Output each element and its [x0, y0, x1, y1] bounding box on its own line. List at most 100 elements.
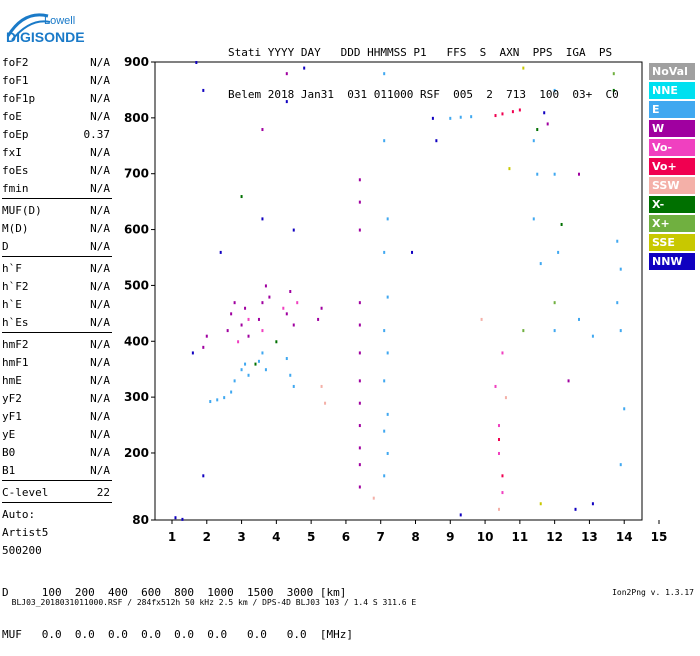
data-point — [386, 351, 389, 355]
param-row: D N/A — [2, 240, 110, 254]
data-point — [358, 424, 361, 428]
legend-item: NNW — [649, 253, 695, 270]
param-row: foE N/A — [2, 110, 110, 124]
param-row: hmF2 N/A — [2, 338, 110, 352]
legend-item: X+ — [649, 215, 695, 232]
data-point — [522, 329, 525, 333]
param-row: foF2 N/A — [2, 56, 110, 70]
data-point — [501, 112, 504, 116]
param-row: B0 N/A — [2, 446, 110, 460]
param-name: M(D) — [2, 222, 29, 235]
param-name: yF1 — [2, 410, 22, 423]
x-tick-label: 13 — [581, 530, 598, 544]
param-name: foEs — [2, 164, 29, 177]
data-point — [254, 362, 257, 366]
param-row: h`F N/A — [2, 262, 110, 276]
data-point — [257, 317, 260, 321]
param-value: N/A — [90, 74, 110, 87]
data-point — [386, 295, 389, 299]
param-row: yF2 N/A — [2, 392, 110, 406]
param-value: N/A — [90, 338, 110, 351]
param-value: 0.37 — [83, 128, 111, 141]
param-name: Auto: — [2, 508, 36, 521]
param-name: h`Es — [2, 316, 29, 329]
param-name: foF1 — [2, 74, 29, 87]
data-point — [261, 301, 264, 305]
data-point — [216, 398, 219, 402]
data-point — [501, 474, 504, 478]
data-point — [536, 128, 539, 132]
legend-item: NNE — [649, 82, 695, 99]
data-point — [358, 351, 361, 355]
version-label: Ion2Png v. 1.3.17 — [612, 588, 694, 597]
x-tick-label: 9 — [446, 530, 454, 544]
data-point — [501, 491, 504, 495]
data-point — [264, 284, 267, 288]
data-point — [497, 507, 500, 511]
param-name: MUF(D) — [2, 204, 42, 217]
data-point — [383, 139, 386, 143]
data-point — [577, 317, 580, 321]
data-point — [411, 250, 414, 254]
param-row: foF1p N/A — [2, 92, 110, 106]
header-labels: Stati YYYY DAY DDD HHMMSS P1 FFS S AXN P… — [228, 46, 613, 59]
param-value: N/A — [90, 298, 110, 311]
data-point — [553, 329, 556, 333]
data-point — [619, 329, 622, 333]
param-separator — [2, 332, 112, 333]
param-name: Artist5 — [2, 526, 49, 539]
data-point — [247, 317, 250, 321]
x-tick-label: 12 — [546, 530, 563, 544]
param-value: N/A — [90, 316, 110, 329]
data-point — [504, 396, 507, 400]
x-tick-label: 8 — [411, 530, 419, 544]
data-point — [567, 379, 570, 383]
data-point — [174, 516, 177, 520]
y-tick-label: 700 — [124, 167, 149, 181]
data-point — [539, 262, 542, 266]
data-point — [574, 507, 577, 511]
legend-item: Vo+ — [649, 158, 695, 175]
x-tick-label: 15 — [651, 530, 668, 544]
data-point — [181, 517, 184, 521]
data-point — [320, 384, 323, 388]
y-tick-label: 400 — [124, 334, 149, 348]
data-point — [244, 306, 247, 310]
plot-frame — [154, 61, 643, 521]
y-tick-label: 900 — [124, 55, 149, 69]
data-point — [202, 345, 205, 349]
param-value: N/A — [90, 280, 110, 293]
y-tick-label: 500 — [124, 278, 149, 292]
param-row: C-level 22 — [2, 486, 110, 500]
legend-item: X- — [649, 196, 695, 213]
param-name: foF2 — [2, 56, 29, 69]
data-point — [358, 446, 361, 450]
data-point — [577, 172, 580, 176]
legend-item: W — [649, 120, 695, 137]
x-tick-label: 11 — [512, 530, 529, 544]
data-point — [285, 312, 288, 316]
data-point — [497, 451, 500, 455]
header-values: Belem 2018 Jan31 031 011000 RSF 005 2 71… — [228, 88, 619, 101]
data-point — [202, 474, 205, 478]
param-separator — [2, 480, 112, 481]
param-row: foF1 N/A — [2, 74, 110, 88]
data-point — [289, 373, 292, 377]
param-value: N/A — [90, 204, 110, 217]
data-point — [202, 88, 205, 92]
param-name: h`F — [2, 262, 22, 275]
data-point — [501, 351, 504, 355]
data-point — [497, 424, 500, 428]
data-point — [320, 306, 323, 310]
header: Stati YYYY DAY DDD HHMMSS P1 FFS S AXN P… — [228, 18, 619, 116]
data-point — [508, 167, 511, 171]
param-row: foEs N/A — [2, 164, 110, 178]
data-point — [449, 116, 452, 120]
data-point — [264, 368, 267, 372]
param-separator — [2, 502, 112, 503]
legend-item: E — [649, 101, 695, 118]
param-row: M(D) N/A — [2, 222, 110, 236]
param-name: 500200 — [2, 544, 42, 557]
param-value: N/A — [90, 374, 110, 387]
